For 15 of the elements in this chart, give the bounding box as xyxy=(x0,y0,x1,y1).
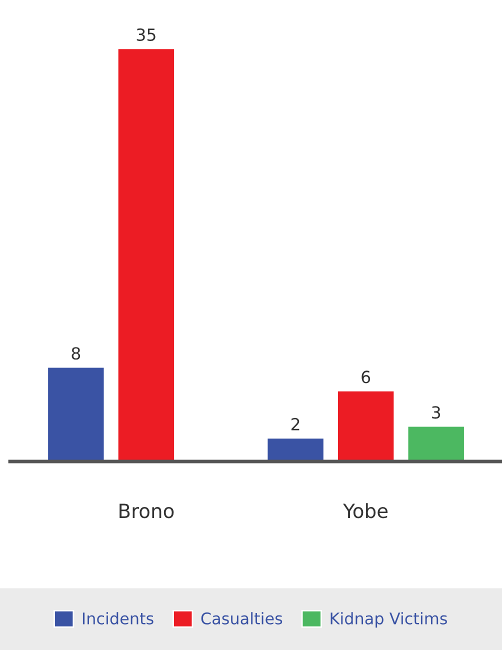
bar xyxy=(46,366,106,462)
data-label: 3 xyxy=(432,406,440,419)
legend-label: Casualties xyxy=(201,612,282,624)
data-label: 35 xyxy=(136,28,156,42)
bar xyxy=(266,437,325,462)
x-tick-label: Yobe xyxy=(343,503,388,518)
bar xyxy=(336,390,396,462)
bar xyxy=(406,425,466,462)
legend-label: Kidnap Victims xyxy=(330,612,447,628)
legend-label: Incidents xyxy=(82,612,154,624)
data-label: 8 xyxy=(72,347,80,360)
data-label: 6 xyxy=(362,370,370,384)
bar xyxy=(116,48,176,462)
data-label: 2 xyxy=(291,418,300,430)
x-tick-label: Brono xyxy=(120,504,174,518)
